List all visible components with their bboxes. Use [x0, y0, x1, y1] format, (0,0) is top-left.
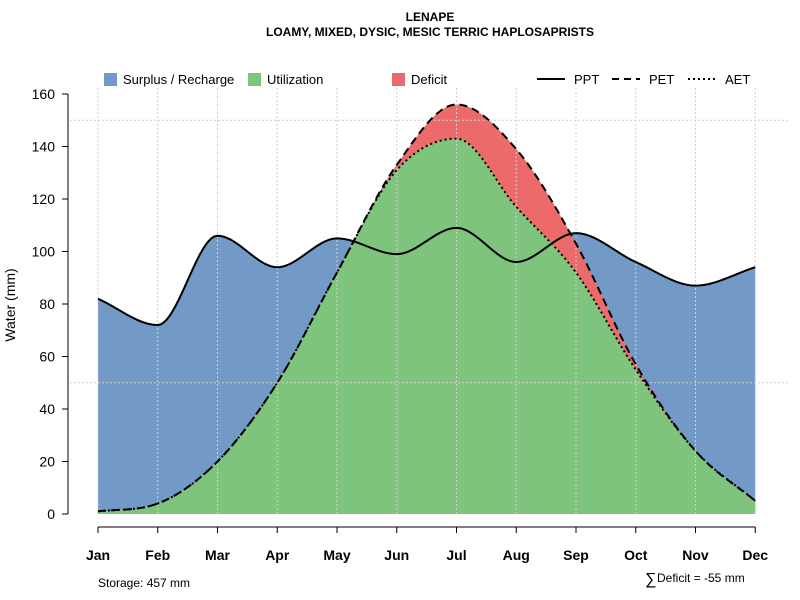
y-tick-label: 100 [32, 244, 56, 260]
legend-label-utilization: Utilization [267, 72, 323, 87]
plot-areas [98, 104, 756, 514]
plot-lines [97, 103, 756, 513]
x-tick-label-dec: Dec [742, 547, 768, 563]
chart-subtitle: LOAMY, MIXED, DYSIC, MESIC TERRIC HAPLOS… [266, 25, 594, 39]
legend-swatch-deficit [392, 73, 405, 86]
plot-grid [70, 88, 790, 514]
legend: Surplus / Recharge Utilization Deficit P… [104, 72, 750, 87]
x-tick-label-nov: Nov [682, 547, 709, 563]
x-tick-label-mar: Mar [205, 547, 230, 563]
series-line-aet [97, 137, 756, 513]
y-tick-label: 60 [39, 349, 55, 365]
x-tick-label-may: May [323, 547, 350, 563]
y-tick-label: 160 [32, 86, 56, 102]
storage-note: Storage: 457 mm [98, 576, 190, 590]
legend-swatch-surplus [104, 73, 117, 86]
deficit-note: Deficit = -55 mm [657, 571, 745, 585]
chart-title: LENAPE [406, 10, 455, 24]
x-tick-label-sep: Sep [563, 547, 589, 563]
y-tick-label: 80 [39, 296, 55, 312]
x-tick-label-feb: Feb [145, 547, 170, 563]
legend-item-surplus: Surplus / Recharge [104, 72, 234, 87]
series-line-ppt [97, 226, 756, 326]
y-tick-label: 140 [32, 139, 56, 155]
sum-icon: ∑ [645, 571, 656, 588]
legend-label-aet: AET [725, 72, 750, 87]
y-tick-label: 40 [39, 401, 55, 417]
legend-item-utilization: Utilization [248, 72, 323, 87]
legend-label-surplus: Surplus / Recharge [123, 72, 234, 87]
legend-swatch-utilization [248, 73, 261, 86]
legend-item-ppt: PPT [537, 72, 599, 87]
legend-item-aet: AET [688, 72, 750, 87]
y-tick-label: 20 [39, 454, 55, 470]
x-tick-label-jul: Jul [446, 547, 466, 563]
legend-label-ppt: PPT [574, 72, 599, 87]
x-tick-label-oct: Oct [624, 547, 648, 563]
x-tick-label-apr: Apr [265, 547, 290, 563]
y-tick-label: 0 [47, 506, 55, 522]
legend-item-deficit: Deficit [392, 72, 448, 87]
x-tick-label-jun: Jun [384, 547, 409, 563]
y-tick-label: 120 [32, 191, 56, 207]
legend-label-pet: PET [649, 72, 674, 87]
x-tick-label-aug: Aug [503, 547, 530, 563]
y-axis-title: Water (mm) [2, 268, 18, 341]
x-tick-label-jan: Jan [86, 547, 110, 563]
plot-axes: 0 20 40 60 80 100 120 140 160 Jan Feb Mar Apr May Jun J… [32, 86, 769, 563]
area-utilization [98, 104, 756, 514]
legend-label-deficit: Deficit [411, 72, 448, 87]
legend-item-pet: PET [612, 72, 674, 87]
